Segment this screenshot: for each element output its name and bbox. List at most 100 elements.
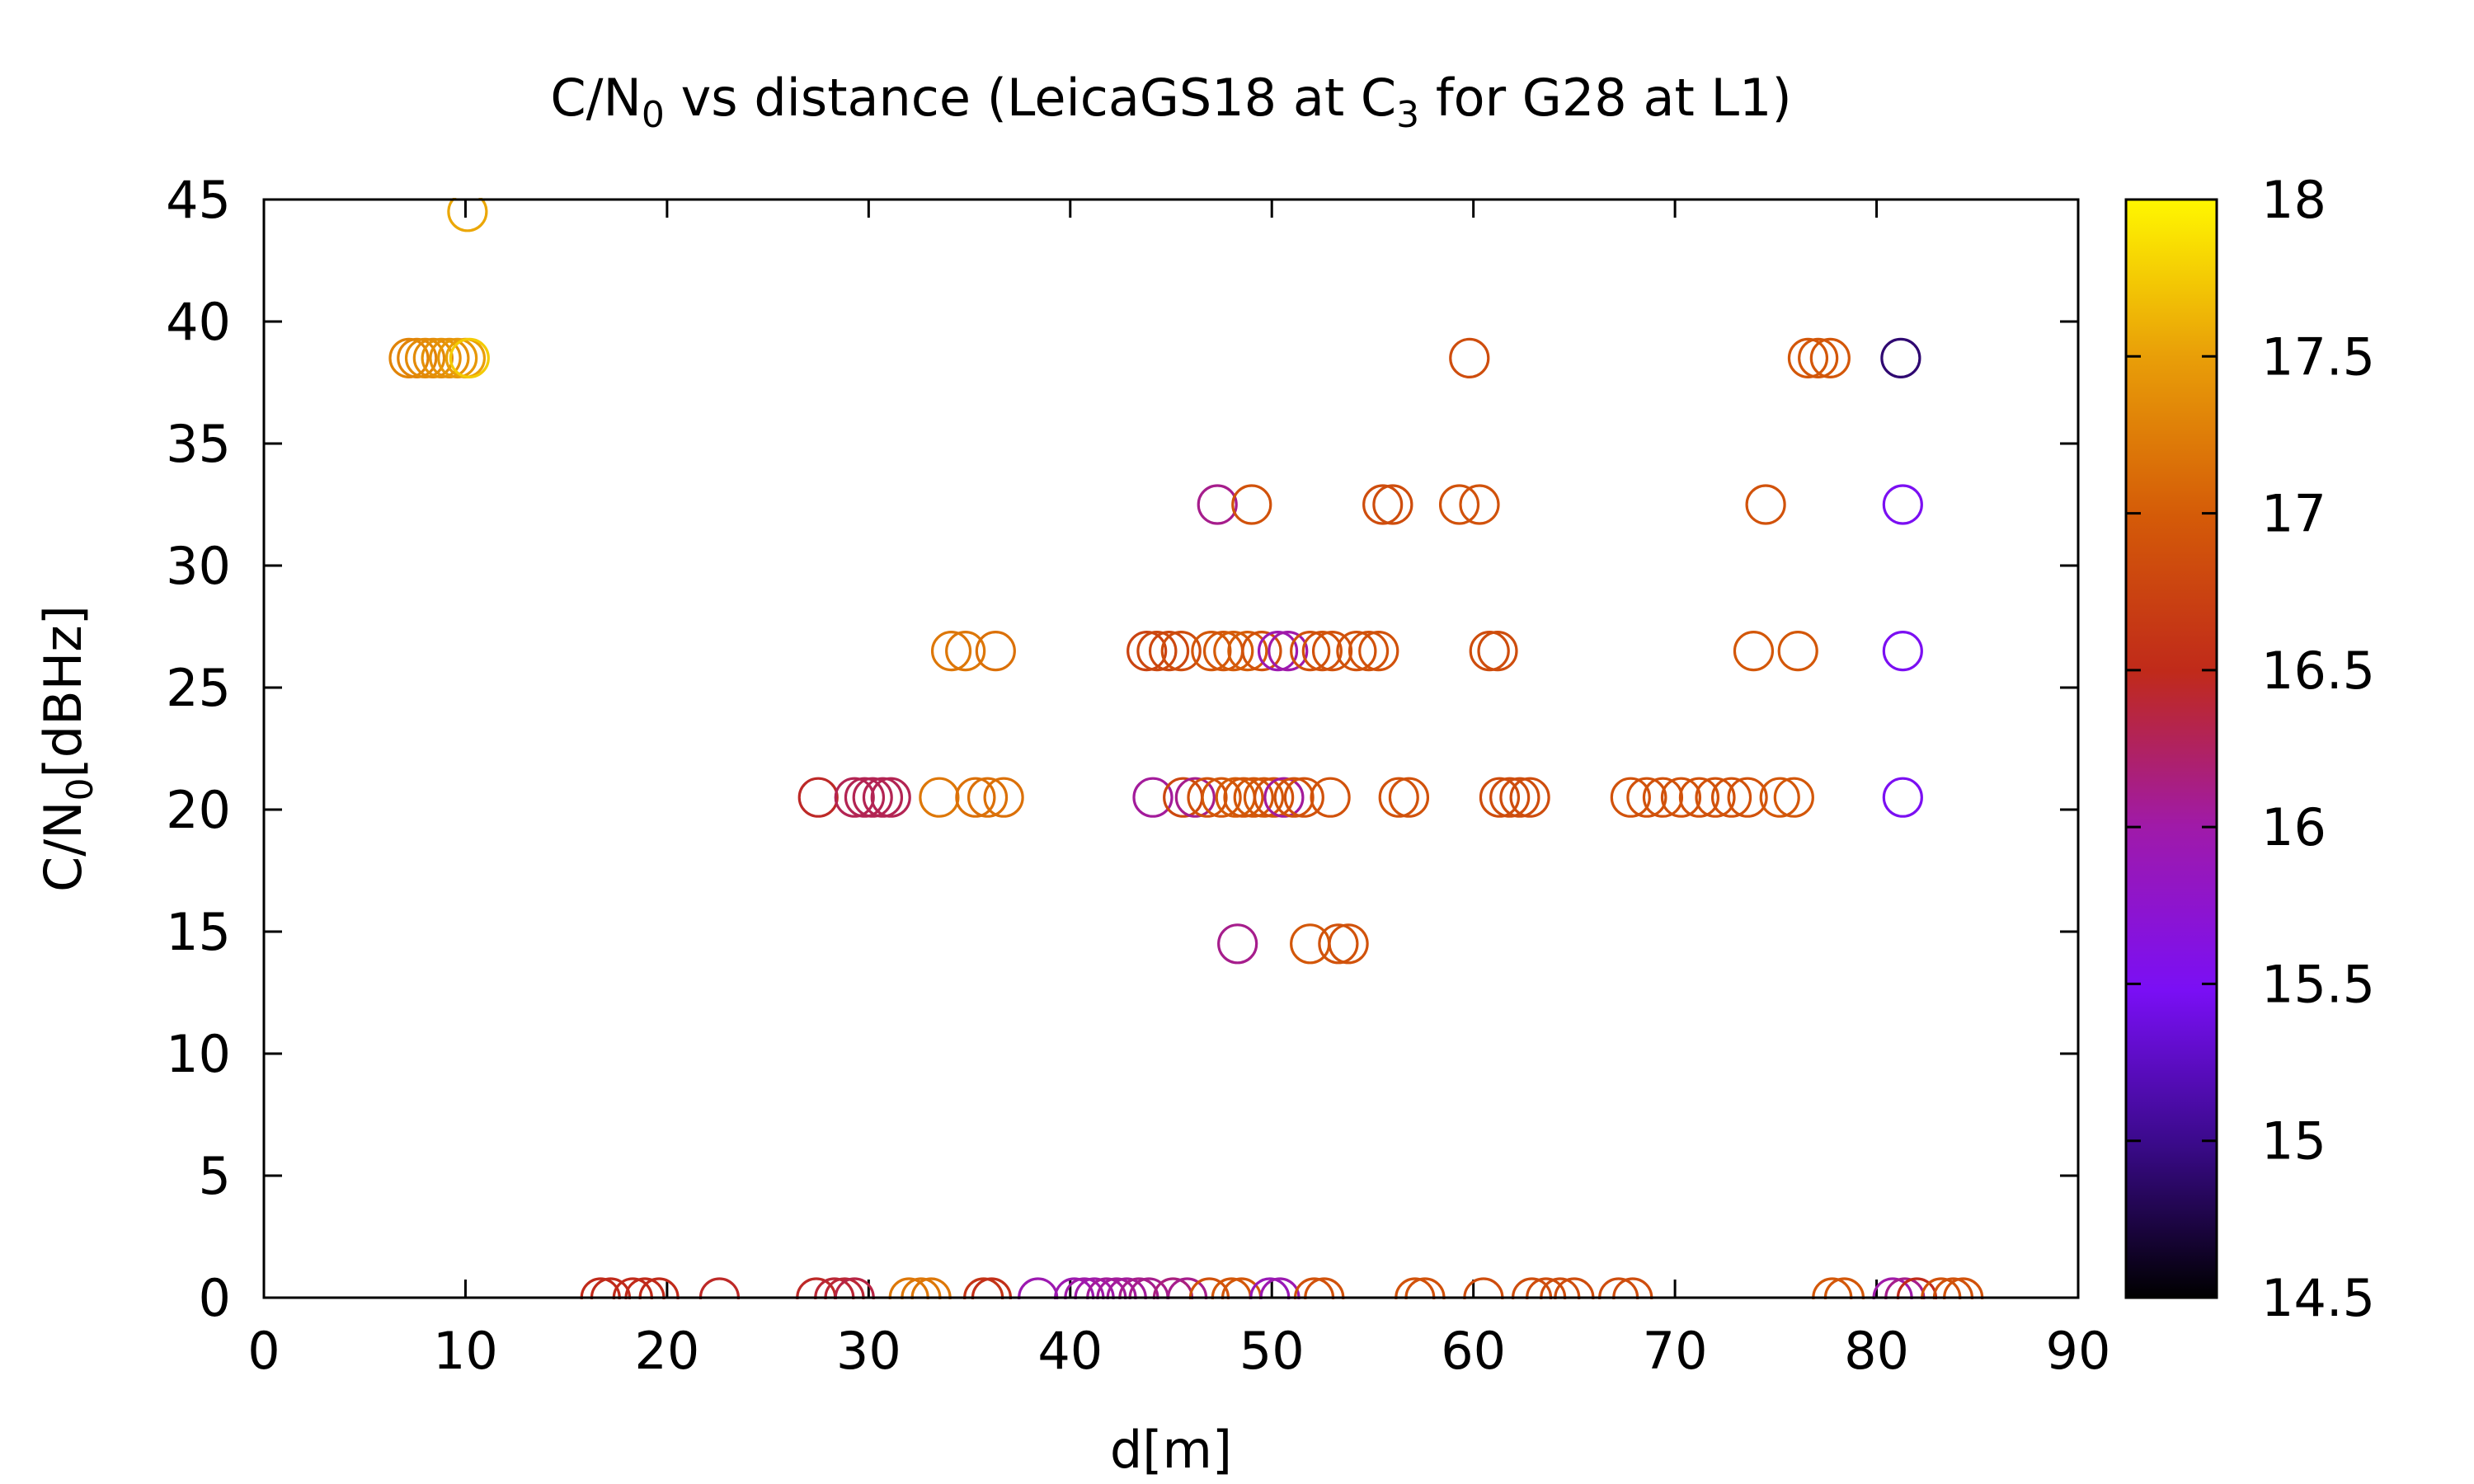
x-axis: 0 10 20 30 40 50 60 70 80 90 xyxy=(247,200,2110,1381)
data-point xyxy=(1263,777,1305,818)
data-point xyxy=(421,337,462,378)
data-point xyxy=(1882,777,1923,818)
y-tick-label: 15 xyxy=(166,902,231,962)
data-point xyxy=(983,777,1024,818)
data-point xyxy=(797,777,839,818)
y-tick-label: 25 xyxy=(166,658,231,718)
data-point xyxy=(1388,777,1430,818)
data-point xyxy=(1273,777,1315,818)
data-point xyxy=(1477,630,1518,672)
y-tick-label: 5 xyxy=(199,1146,231,1206)
x-tick-label: 20 xyxy=(634,1321,699,1381)
data-point xyxy=(1310,777,1351,818)
data-point xyxy=(1759,777,1800,818)
data-point xyxy=(1191,630,1232,672)
data-point xyxy=(1136,630,1178,672)
y-tick-label: 30 xyxy=(166,536,231,596)
data-point xyxy=(1213,630,1254,672)
data-point xyxy=(1745,484,1786,525)
y-tick-label: 0 xyxy=(199,1268,231,1328)
data-point xyxy=(1798,337,1839,378)
data-point xyxy=(1187,777,1228,818)
x-tick-label: 30 xyxy=(836,1321,901,1381)
data-point xyxy=(834,777,875,818)
x-tick-label: 40 xyxy=(1037,1321,1103,1381)
data-point xyxy=(1126,630,1168,672)
data-point xyxy=(1880,337,1921,378)
x-tick-label: 60 xyxy=(1441,1321,1506,1381)
data-point xyxy=(1348,630,1390,672)
data-point xyxy=(1233,777,1274,818)
data-point xyxy=(852,777,893,818)
data-point xyxy=(1499,777,1540,818)
data-point xyxy=(447,198,488,232)
data-point xyxy=(1223,777,1264,818)
data-point xyxy=(844,777,886,818)
data-point xyxy=(1231,484,1272,525)
data-point xyxy=(1148,630,1190,672)
data-point xyxy=(1328,923,1369,965)
colorbar-tick-label: 17.5 xyxy=(2261,326,2375,387)
data-point xyxy=(1268,630,1309,672)
colorbar-tick-label: 15 xyxy=(2261,1111,2326,1172)
plot-frame xyxy=(262,198,2080,1299)
colorbar-ticks: 14.5 15 15.5 16 16.5 17 17.5 18 xyxy=(2126,170,2375,1328)
y-tick-label: 45 xyxy=(166,170,231,230)
y-tick-label: 40 xyxy=(166,292,231,352)
x-tick-label: 80 xyxy=(1844,1321,1909,1381)
x-axis-label: d[m] xyxy=(1110,1420,1232,1480)
data-point xyxy=(862,777,904,818)
data-point xyxy=(437,337,478,378)
data-point xyxy=(1243,777,1285,818)
x-tick-label: 50 xyxy=(1239,1321,1305,1381)
data-point xyxy=(870,777,911,818)
y-tick-label: 10 xyxy=(166,1024,231,1084)
data-point xyxy=(1201,777,1242,818)
colorbar-tick-label: 16.5 xyxy=(2261,641,2375,701)
data-point xyxy=(1217,923,1258,965)
y-tick-label: 35 xyxy=(166,414,231,474)
y-tick-label: 20 xyxy=(166,780,231,840)
colorbar-tick-label: 18 xyxy=(2261,170,2326,230)
data-point xyxy=(388,337,430,378)
data-point xyxy=(1358,630,1399,672)
colorbar: 14.5 15 15.5 16 16.5 17 17.5 18 xyxy=(2124,170,2375,1328)
colorbar-gradient xyxy=(2124,198,2218,1299)
data-point xyxy=(1610,777,1651,818)
data-point xyxy=(1678,777,1720,818)
data-point xyxy=(1336,630,1377,672)
data-point xyxy=(1132,777,1174,818)
data-point xyxy=(1469,630,1510,672)
data-point xyxy=(1362,484,1404,525)
data-point xyxy=(1227,630,1268,672)
data-point xyxy=(1642,777,1684,818)
data-point xyxy=(1882,630,1923,672)
colorbar-tick-label: 16 xyxy=(2261,797,2326,857)
data-point xyxy=(1160,630,1202,672)
data-point xyxy=(1459,484,1500,525)
data-point xyxy=(449,337,490,378)
data-point xyxy=(1311,630,1353,672)
data-point xyxy=(1174,777,1216,818)
x-tick-label: 10 xyxy=(433,1321,498,1381)
data-point xyxy=(1318,923,1359,965)
data-point xyxy=(919,777,960,818)
data-point xyxy=(1449,337,1490,378)
data-point xyxy=(412,337,454,378)
data-point xyxy=(967,777,1009,818)
data-point xyxy=(1197,484,1238,525)
data-point xyxy=(397,337,438,378)
data-point xyxy=(1626,777,1667,818)
data-point xyxy=(975,630,1016,672)
data-point xyxy=(1710,777,1752,818)
colorbar-tick-label: 14.5 xyxy=(2261,1268,2375,1328)
chart-title: C/N0 vs distance (LeicaGS18 at C3 for G2… xyxy=(550,68,1791,136)
data-point xyxy=(1773,777,1814,818)
data-point xyxy=(1882,484,1923,525)
data-point xyxy=(1660,777,1702,818)
colorbar-tick-label: 15.5 xyxy=(2261,954,2375,1014)
data-point xyxy=(1301,630,1343,672)
data-point xyxy=(1777,630,1818,672)
data-point xyxy=(1378,777,1419,818)
